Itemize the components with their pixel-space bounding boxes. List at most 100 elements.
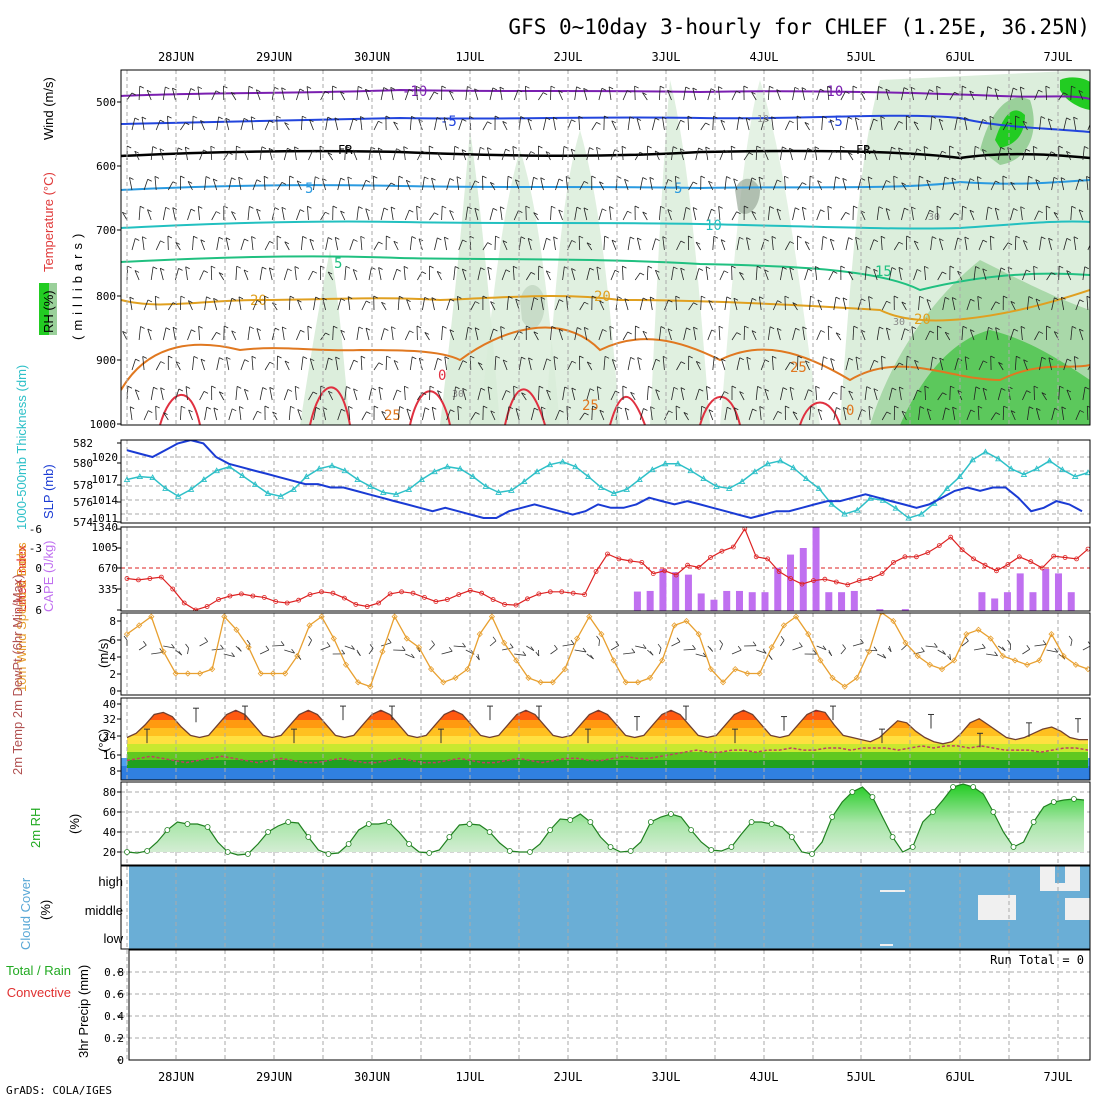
y-tick-label: -3: [29, 542, 42, 555]
upper-wind-barb: [212, 178, 218, 191]
rh2m-area: [127, 784, 1084, 855]
upper-wind-barb: [924, 386, 926, 401]
upper-wind-barb: [562, 386, 566, 401]
wind10-barb-flag: [369, 644, 374, 649]
upper-wind-barb-flag: [360, 116, 365, 119]
upper-wind-barb: [513, 210, 519, 221]
y-tick-label: 580: [73, 457, 93, 470]
temp2m-band: [127, 752, 1088, 760]
bottom-date-axis: 28JUN 29JUN 30JUN 1JUL 2JUL 3JUL 4JUL 5JUL 6JUL 7…: [158, 1070, 1073, 1084]
upper-wind-barb: [175, 242, 181, 251]
upper-wind-barb-flag: [218, 272, 224, 275]
upper-wind-barb-flag: [236, 386, 242, 389]
upper-wind-barb-flag: [155, 405, 160, 409]
upper-wind-barb-flag: [224, 325, 229, 329]
upper-wind-barb-flag: [639, 272, 645, 276]
upper-wind-barb-flag: [1002, 175, 1008, 179]
upper-wind-barb-flag: [655, 269, 660, 273]
upper-wind-barb-flag: [898, 362, 904, 366]
upper-wind-barb: [163, 412, 169, 421]
cloud-cover-fill: [129, 866, 1090, 949]
cape-bar: [723, 590, 731, 611]
upper-wind-barb: [518, 236, 522, 251]
upper-wind-barb-flag: [660, 326, 666, 329]
wind10-point: [1024, 661, 1031, 668]
upper-wind-barb-flag: [281, 87, 286, 91]
li-point: [708, 555, 713, 560]
upper-wind-barb-flag: [591, 175, 596, 179]
upper-wind-barb-flag: [167, 235, 173, 239]
upper-wind-barb-flag: [218, 236, 224, 240]
upper-wind-barb: [1035, 298, 1040, 311]
thickness-point: [533, 468, 541, 475]
wind10-point: [318, 613, 325, 620]
upper-wind-barb-flag: [924, 385, 929, 389]
upper-wind-barb: [512, 266, 515, 281]
upper-wind-barb-flag: [416, 205, 421, 209]
upper-wind-barb-flag: [751, 211, 756, 214]
wind10-barb: [259, 649, 270, 655]
li-point: [948, 534, 954, 540]
upper-wind-barb: [608, 86, 612, 101]
upper-wind-barb-flag: [932, 236, 937, 239]
li-point: [490, 597, 496, 602]
upper-wind-barb-flag: [429, 265, 434, 269]
li-point: [788, 576, 793, 581]
upper-wind-barb-flag: [384, 328, 389, 331]
upper-wind-barb: [603, 236, 606, 251]
upper-wind-barb-flag: [309, 119, 314, 123]
upper-wind-barb-flag: [185, 146, 190, 150]
upper-wind-barb-flag: [634, 85, 639, 89]
upper-wind-barb-flag: [502, 240, 508, 243]
upper-frame: [120, 69, 1091, 426]
upper-wind-barb: [801, 87, 805, 101]
upper-wind-barb-flag: [974, 145, 980, 149]
wind10-point: [233, 626, 240, 633]
upper-wind-barb: [162, 327, 167, 341]
upper-wind-barb-flag: [178, 147, 183, 151]
thickness-point: [866, 494, 874, 501]
li-point: [971, 556, 976, 562]
upper-wind-barb: [646, 386, 649, 401]
upper-wind-barb: [1010, 301, 1016, 311]
upper-wind-barb-flag: [738, 116, 744, 120]
rh2m-point: [748, 819, 755, 825]
upper-wind-barb-flag: [987, 206, 993, 210]
upper-wind-barb: [188, 409, 193, 421]
upper-wind-barb-flag: [675, 405, 681, 409]
upper-wind-barb: [200, 358, 205, 371]
upper-wind-barb-flag: [792, 411, 798, 415]
upper-wind-barb-flag: [822, 236, 828, 239]
upper-wind-barb: [461, 268, 467, 281]
upper-wind-barb-flag: [660, 205, 665, 209]
li-point: [696, 564, 702, 570]
rh2m-point: [446, 834, 453, 840]
upper-wind-barb-flag: [1050, 151, 1056, 155]
upper-wind-barb: [659, 206, 661, 221]
upper-wind-barb-flag: [906, 235, 911, 239]
upper-wind-barb: [748, 177, 753, 191]
upper-wind-barb: [1082, 387, 1086, 401]
upper-wind-barb: [683, 86, 687, 101]
upper-wind-barb-flag: [1020, 86, 1025, 90]
upper-wind-barb: [926, 299, 931, 311]
upper-wind-barb: [301, 116, 303, 131]
upper-wind-barb: [225, 118, 230, 131]
upper-wind-barb-flag: [467, 326, 473, 330]
upper-wind-barb-flag: [1073, 236, 1079, 240]
upper-wind-barb: [683, 412, 689, 421]
upper-wind-barb: [596, 386, 600, 401]
upper-wind-barb-flag: [1084, 266, 1089, 270]
upper-wind-barb: [809, 406, 812, 421]
upper-wind-barb-flag: [923, 146, 929, 149]
precip-grid: [121, 950, 1090, 1060]
upper-wind-barb: [637, 357, 641, 371]
wind10-barb: [477, 653, 480, 661]
precip-total-label: Total / Rain: [6, 963, 71, 978]
upper-wind-barb: [611, 239, 617, 251]
thickness-point: [405, 485, 413, 492]
upper-wind-barb-flag: [820, 330, 825, 333]
upper-wind-barb: [780, 387, 784, 401]
upper-wind-barb-flag: [449, 210, 454, 213]
slp-series: [126, 440, 1083, 520]
